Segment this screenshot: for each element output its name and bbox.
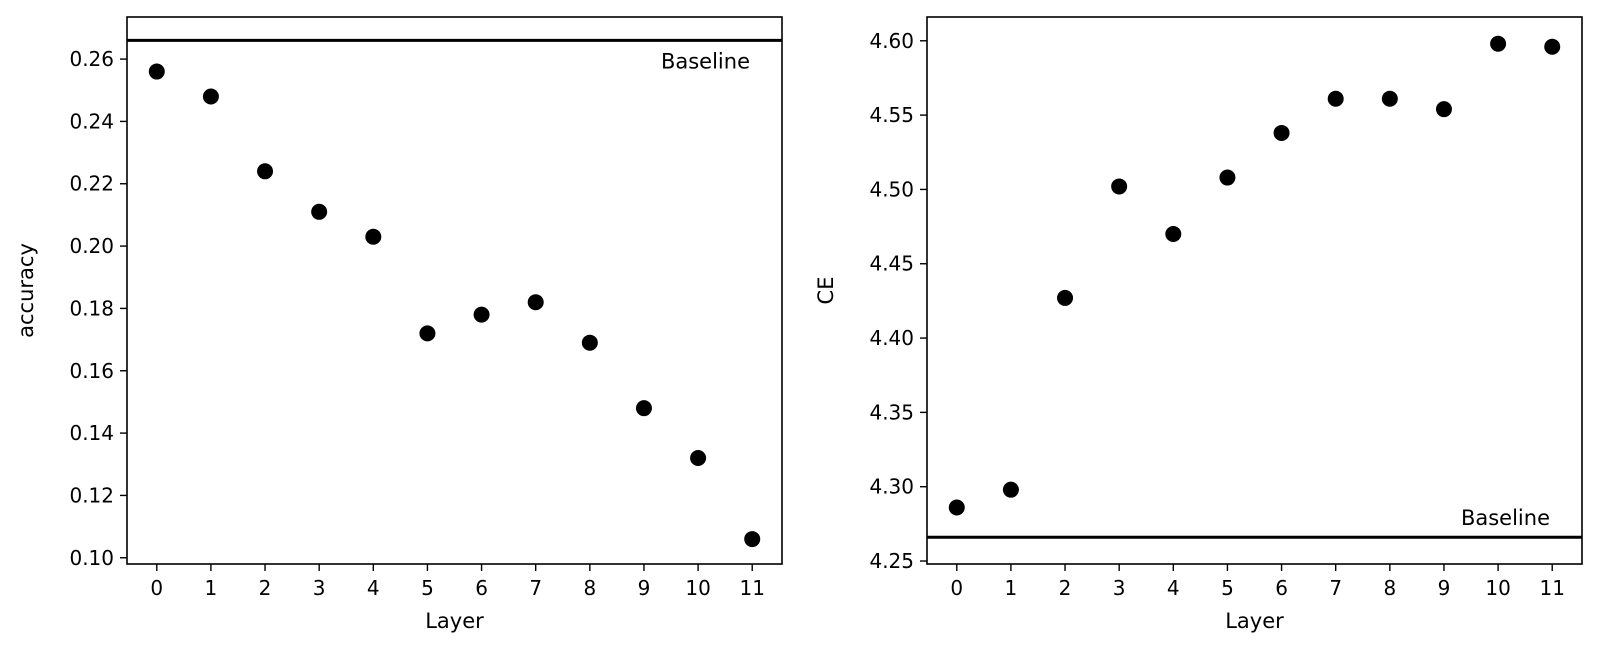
y-tick-label: 4.50 — [869, 177, 914, 201]
data-point — [1273, 124, 1290, 141]
x-tick-label: 6 — [1275, 576, 1288, 600]
baseline-label: Baseline — [661, 49, 750, 73]
data-point — [419, 325, 436, 342]
y-axis-label: CE — [814, 277, 838, 305]
data-point — [690, 450, 707, 467]
accuracy-panel: 0 1 2 3 4 5 6 7 8 9 10 11 0.10 0.12 0.14 0.16 0.18 0.20 0.… — [14, 16, 783, 633]
data-point — [202, 88, 219, 105]
x-axis-label: Layer — [425, 609, 484, 633]
plot-frame — [126, 16, 783, 565]
data-point — [1327, 90, 1344, 107]
y-tick-label: 0.10 — [69, 546, 114, 570]
x-tick-label: 4 — [367, 576, 380, 600]
data-point — [635, 400, 652, 417]
data-point — [527, 294, 544, 311]
data-point — [1057, 289, 1074, 306]
data-point — [148, 63, 165, 80]
x-tick-label: 5 — [1221, 576, 1234, 600]
x-tick-label: 8 — [1383, 576, 1396, 600]
x-tick-label: 3 — [1113, 576, 1126, 600]
x-tick-label: 11 — [1540, 576, 1565, 600]
x-tick-label: 11 — [740, 576, 765, 600]
y-tick-label: 4.60 — [869, 29, 914, 53]
y-tick-label: 0.16 — [69, 359, 114, 383]
y-tick-label: 4.30 — [869, 475, 914, 499]
data-point — [1111, 178, 1128, 195]
y-tick-label: 0.26 — [69, 47, 114, 71]
x-tick-label: 4 — [1167, 576, 1180, 600]
x-tick-label: 10 — [685, 576, 710, 600]
x-tick-label: 5 — [421, 576, 434, 600]
data-point — [1435, 101, 1452, 118]
y-tick-label: 0.22 — [69, 172, 114, 196]
x-tick-label: 0 — [150, 576, 163, 600]
data-point — [581, 334, 598, 351]
data-point — [473, 306, 490, 323]
x-tick-label: 9 — [638, 576, 651, 600]
y-tick-label: 0.20 — [69, 234, 114, 258]
data-point — [365, 228, 382, 245]
x-tick-label: 3 — [313, 576, 326, 600]
data-point — [1219, 169, 1236, 186]
x-tick-label: 2 — [259, 576, 272, 600]
x-tick-label: 1 — [205, 576, 218, 600]
data-point — [948, 499, 965, 516]
data-point — [1381, 90, 1398, 107]
x-tick-label: 0 — [950, 576, 963, 600]
y-tick-label: 4.35 — [869, 400, 914, 424]
y-tick-label: 4.55 — [869, 103, 914, 127]
ce-panel: 0 1 2 3 4 5 6 7 8 9 10 11 4.25 4.30 4.35 4.40 4.45 4.50 4.… — [814, 16, 1583, 633]
y-tick-label: 0.24 — [69, 109, 114, 133]
y-axis-label: accuracy — [14, 243, 38, 338]
data-point — [1544, 38, 1561, 55]
x-tick-label: 1 — [1005, 576, 1018, 600]
y-tick-label: 0.12 — [69, 483, 114, 507]
x-tick-label: 6 — [475, 576, 488, 600]
baseline-label: Baseline — [1461, 506, 1550, 530]
x-axis-label: Layer — [1225, 609, 1284, 633]
y-tick-label: 4.40 — [869, 326, 914, 350]
data-point — [1002, 481, 1019, 498]
data-point — [1490, 35, 1507, 52]
data-point — [744, 531, 761, 548]
y-tick-label: 4.25 — [869, 549, 914, 573]
x-tick-label: 7 — [529, 576, 542, 600]
data-point — [311, 203, 328, 220]
plot-frame — [926, 16, 1583, 565]
x-tick-label: 7 — [1329, 576, 1342, 600]
x-tick-label: 2 — [1059, 576, 1072, 600]
y-tick-label: 4.45 — [869, 252, 914, 276]
y-tick-label: 0.18 — [69, 296, 114, 320]
x-tick-label: 10 — [1485, 576, 1510, 600]
data-point — [1165, 226, 1182, 243]
x-tick-label: 9 — [1438, 576, 1451, 600]
data-point — [257, 163, 274, 180]
y-tick-label: 0.14 — [69, 421, 114, 445]
x-tick-label: 8 — [583, 576, 596, 600]
